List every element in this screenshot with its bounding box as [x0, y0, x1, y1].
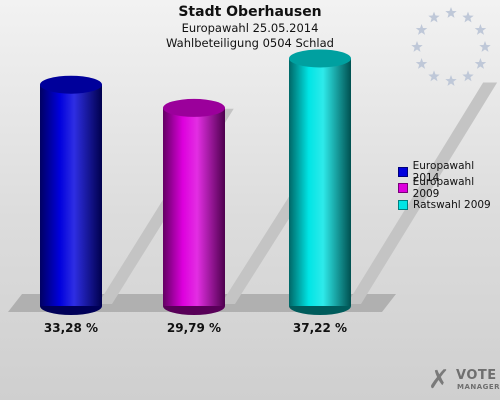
bar: [40, 75, 102, 315]
votemanager-logo: ✗ VOTE MANAGER: [428, 363, 500, 399]
bar: [289, 49, 351, 315]
logo-text-vote: VOTE: [456, 368, 497, 383]
eu-star: [474, 24, 487, 35]
eu-star: [445, 7, 457, 18]
value-labels-group: 33,28 % 29,79 % 37,22 %: [44, 321, 347, 335]
chart-subtitle-election: Europawahl 25.05.2014: [181, 21, 319, 35]
legend-item-europawahl-2014: Europawahl 2014: [398, 160, 500, 184]
eu-star: [479, 41, 491, 52]
chart-subtitle-turnout: Wahlbeteiligung 0504 Schlad: [166, 36, 334, 50]
legend-label: Europawahl 2009: [412, 176, 475, 200]
bar-body: [163, 107, 225, 306]
bar-value-label: 37,22 %: [293, 321, 347, 335]
eu-star: [428, 70, 440, 82]
eu-star: [415, 58, 428, 69]
bar-value-label: 29,79 %: [167, 321, 221, 335]
legend-item-europawahl-2009: Europawahl 2009: [398, 176, 500, 200]
legend-swatch: [398, 166, 408, 177]
bar-top: [289, 49, 351, 68]
eu-stars-icon: [411, 7, 491, 86]
eu-star: [445, 75, 457, 86]
chart-title: Stadt Oberhausen: [178, 4, 322, 20]
eu-star: [474, 58, 487, 69]
bar-body: [289, 58, 351, 306]
legend-label: Europawahl 2014: [412, 159, 475, 184]
bar-top: [163, 98, 225, 117]
logo-text-manager: MANAGER: [457, 383, 500, 391]
eu-star: [462, 11, 474, 23]
legend: Europawahl 2014 Europawahl 2009 Ratswahl…: [398, 160, 500, 214]
bar: [163, 98, 225, 315]
chart-header: Stadt Oberhausen Europawahl 25.05.2014 W…: [0, 4, 500, 51]
bar-shadow: [347, 82, 498, 304]
bar-value-label: 33,28 %: [44, 321, 98, 335]
eu-star: [462, 70, 474, 82]
bars-group: [40, 49, 498, 315]
legend-item-ratswahl-2009: Ratswahl 2009: [398, 197, 500, 212]
bar-top: [40, 75, 102, 94]
bar-body: [40, 84, 102, 306]
eu-star: [415, 24, 428, 35]
checkmark-x-icon: ✗: [428, 365, 450, 395]
legend-swatch: [398, 183, 408, 193]
legend-label: Ratswahl 2009: [413, 198, 491, 211]
eu-star: [411, 41, 423, 52]
eu-star: [428, 11, 440, 23]
legend-swatch: [398, 199, 408, 210]
